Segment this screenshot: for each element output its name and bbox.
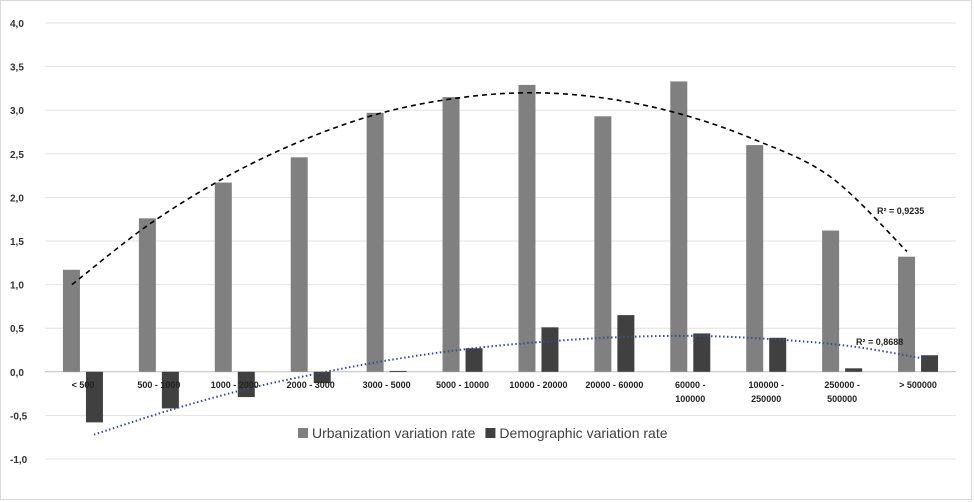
demographic-bar	[921, 355, 939, 372]
demographic-bar	[389, 370, 407, 372]
urbanization-bar	[746, 145, 764, 372]
legend-swatch-urbanization	[298, 428, 308, 438]
y-tick-label: -0,5	[10, 411, 28, 422]
y-tick-label: 0,5	[10, 324, 24, 335]
legend-label-urbanization: Urbanization variation rate	[312, 425, 476, 441]
y-tick-label: 0,0	[10, 368, 24, 379]
urbanization-bar	[594, 116, 612, 372]
urbanization-bar	[62, 269, 80, 372]
category-label: 250000	[751, 394, 781, 404]
category-label: 20000 - 60000	[585, 380, 643, 390]
urbanization-bar	[670, 81, 688, 372]
urbanization-bar	[898, 256, 916, 372]
gridlines	[45, 22, 956, 460]
urbanization-bar	[822, 230, 840, 372]
demographic-bar	[85, 371, 103, 423]
y-tick-label: -1,0	[10, 455, 28, 466]
category-label: > 500000	[899, 380, 937, 390]
category-label: 1000 - 2000	[211, 380, 259, 390]
category-label: 3000 - 5000	[363, 380, 411, 390]
category-label: 100000 -	[748, 380, 784, 390]
legend: Urbanization variation rate Demographic v…	[298, 425, 668, 441]
category-label: 2000 - 3000	[287, 380, 335, 390]
legend-label-demographic: Demographic variation rate	[499, 425, 667, 441]
trendlines: R² = 0,9235 R² = 0,8688	[71, 91, 930, 436]
category-label: 10000 - 20000	[509, 380, 567, 390]
y-tick-label: 3,0	[10, 106, 24, 117]
y-tick-label: 1,5	[10, 237, 24, 248]
demographic-r2-label: R² = 0,8688	[856, 337, 903, 347]
demographic-bar	[465, 348, 483, 372]
urbanization-trendline	[71, 91, 908, 286]
demographic-bar	[237, 371, 255, 398]
demographic-bar	[693, 333, 711, 372]
y-tick-label: 3,5	[10, 63, 24, 74]
category-label: 500000	[827, 394, 857, 404]
demographic-bar	[161, 371, 179, 409]
y-tick-label: 4,0	[10, 19, 24, 30]
category-label: 100000	[675, 394, 705, 404]
category-label: < 500	[72, 380, 95, 390]
y-axis-ticks: 4,0 3,5 3,0 2,5 2,0 1,5 1,0 0,5 0,0 -0,5 -1,0	[10, 19, 28, 466]
category-labels: < 500 500 - 1000 1000 - 2000 2000 - 3000 300…	[72, 380, 937, 404]
demographic-bar	[313, 371, 331, 384]
urbanization-bar	[366, 112, 384, 372]
demographic-bar	[769, 337, 787, 372]
urbanization-bar	[442, 97, 460, 372]
category-label: 5000 - 10000	[436, 380, 489, 390]
category-label: 60000 -	[675, 380, 706, 390]
y-tick-label: 2,5	[10, 150, 24, 161]
demographic-bar	[845, 368, 863, 372]
y-tick-label: 2,0	[10, 193, 24, 204]
urbanization-bar	[138, 218, 156, 372]
bars	[62, 81, 939, 423]
demographic-bar	[541, 327, 559, 372]
legend-swatch-demographic	[485, 428, 496, 438]
urbanization-bar	[214, 182, 232, 372]
category-label: 500 - 1000	[137, 380, 180, 390]
urbanization-r2-label: R² = 0,9235	[877, 206, 924, 216]
demographic-trendline	[93, 334, 930, 436]
urbanization-bar	[290, 157, 308, 372]
demographic-bar	[617, 315, 635, 372]
urbanization-bar	[518, 84, 536, 372]
y-tick-label: 1,0	[10, 281, 24, 292]
category-label: 250000 -	[824, 380, 860, 390]
